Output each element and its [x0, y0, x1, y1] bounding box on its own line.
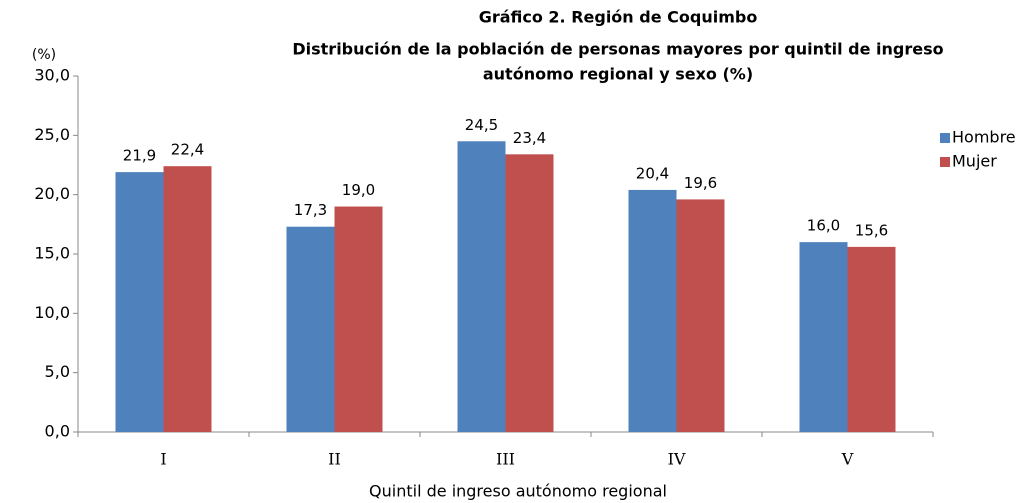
- bar: [115, 172, 164, 432]
- data-label: 16,0: [807, 217, 840, 235]
- data-label: 24,5: [465, 116, 498, 134]
- data-label: 15,6: [855, 221, 888, 239]
- data-label: 19,0: [342, 181, 375, 199]
- bar: [286, 226, 335, 432]
- chart-title: Gráfico 2. Región de Coquimbo: [479, 8, 758, 27]
- data-label: 20,4: [636, 164, 669, 182]
- data-label: 21,9: [123, 147, 156, 165]
- chart-subtitle: autónomo regional y sexo (%): [483, 65, 753, 84]
- data-label: 17,3: [294, 201, 327, 219]
- data-label: 19,6: [684, 174, 717, 192]
- y-tick-label: 30,0: [34, 66, 70, 85]
- y-tick-label: 5,0: [45, 362, 70, 381]
- x-tick-label: V: [841, 450, 854, 469]
- bar: [847, 246, 896, 432]
- y-tick-label: 15,0: [34, 244, 70, 263]
- legend-swatch: [940, 157, 950, 167]
- bar: [334, 206, 383, 432]
- chart-subtitle: Distribución de la población de personas…: [292, 40, 943, 59]
- y-axis-label: (%): [32, 47, 56, 63]
- bar: [505, 154, 554, 432]
- data-label: 23,4: [513, 129, 546, 147]
- x-tick-label: III: [496, 450, 515, 469]
- legend-swatch: [940, 133, 950, 143]
- bar: [676, 199, 725, 432]
- y-tick-label: 25,0: [34, 125, 70, 144]
- y-tick-label: 10,0: [34, 303, 70, 322]
- data-label: 22,4: [171, 141, 204, 159]
- x-tick-label: IV: [668, 450, 686, 469]
- bar: [163, 166, 212, 433]
- y-tick-label: 20,0: [34, 184, 70, 203]
- legend-label: Mujer: [952, 152, 997, 171]
- bar: [628, 189, 677, 432]
- x-tick-label: II: [328, 450, 341, 469]
- legend-label: Hombre: [952, 128, 1016, 147]
- x-axis-label: Quintil de ingreso autónomo regional: [369, 482, 667, 501]
- bar: [799, 242, 848, 432]
- bar: [457, 141, 506, 432]
- y-tick-label: 0,0: [45, 422, 70, 441]
- x-tick-label: I: [160, 450, 166, 469]
